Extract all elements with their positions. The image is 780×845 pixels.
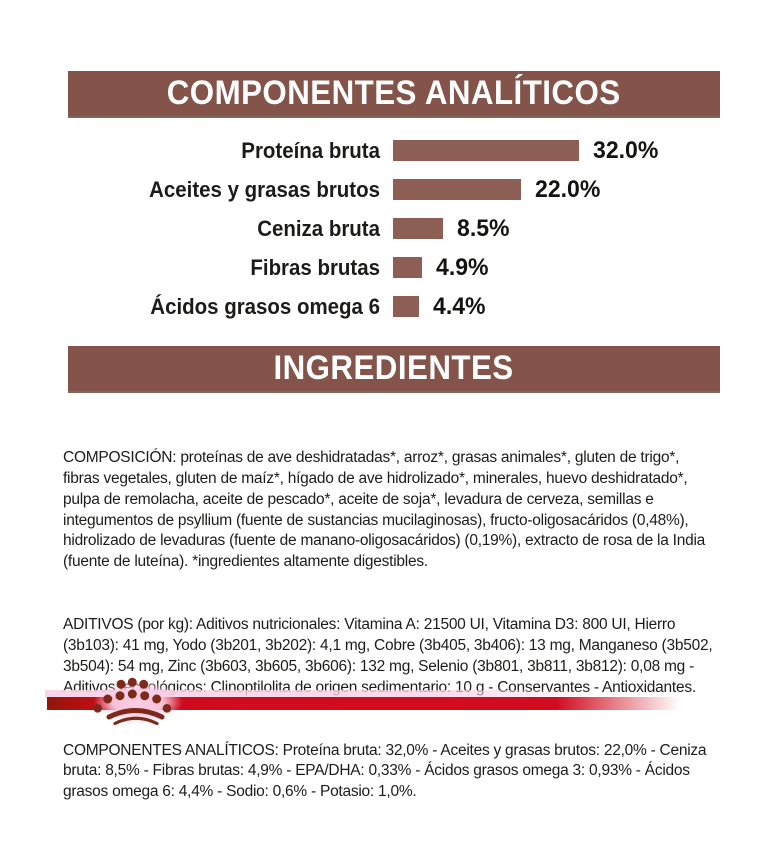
bar-label: Fibras brutas — [250, 254, 380, 280]
bar-value: 22.0% — [535, 175, 601, 203]
analytics-title: COMPONENTES ANALÍTICOS — [167, 74, 621, 112]
royal-canin-crown-logo — [93, 677, 172, 726]
composition-paragraph: COMPOSICIÓN: proteínas de ave deshidrata… — [63, 448, 706, 571]
bar-label: Aceites y grasas brutos — [149, 176, 380, 202]
bar — [393, 140, 580, 161]
bar-value: 4.4% — [432, 292, 486, 320]
bar — [393, 257, 422, 278]
bar-value: 4.9% — [435, 253, 489, 281]
analytics-header-band: COMPONENTES ANALÍTICOS — [68, 71, 720, 118]
ingredients-body: COMPOSICIÓN: proteínas de ave deshidrata… — [63, 406, 731, 845]
ingredients-title: INGREDIENTES — [273, 349, 515, 387]
bar — [393, 296, 419, 317]
bar-label: Ceniza bruta — [257, 215, 380, 241]
pink-glow-strip — [45, 690, 620, 698]
bar-value: 32.0% — [593, 136, 659, 164]
chart-row: Proteína bruta 32.0% — [0, 131, 780, 170]
bar-label: Proteína bruta — [241, 137, 380, 163]
bar-value: 8.5% — [456, 214, 510, 242]
bar — [393, 179, 521, 200]
bar-label: Ácidos grasos omega 6 — [150, 293, 380, 319]
crown-halo — [78, 672, 198, 732]
chart-row: Ceniza bruta 8.5% — [0, 209, 780, 248]
red-brand-line — [47, 697, 700, 710]
ingredients-header-band: INGREDIENTES — [68, 346, 720, 393]
analytics-paragraph: COMPONENTES ANALÍTICOS: Proteína bruta: … — [63, 741, 707, 801]
bar — [393, 218, 443, 239]
chart-row: Aceites y grasas brutos 22.0% — [0, 170, 780, 209]
label-page: COMPONENTES ANALÍTICOS Proteína bruta 32… — [0, 71, 780, 801]
chart-row: Ácidos grasos omega 6 4.4% — [0, 287, 780, 326]
chart-row: Fibras brutas 4.9% — [0, 248, 780, 287]
